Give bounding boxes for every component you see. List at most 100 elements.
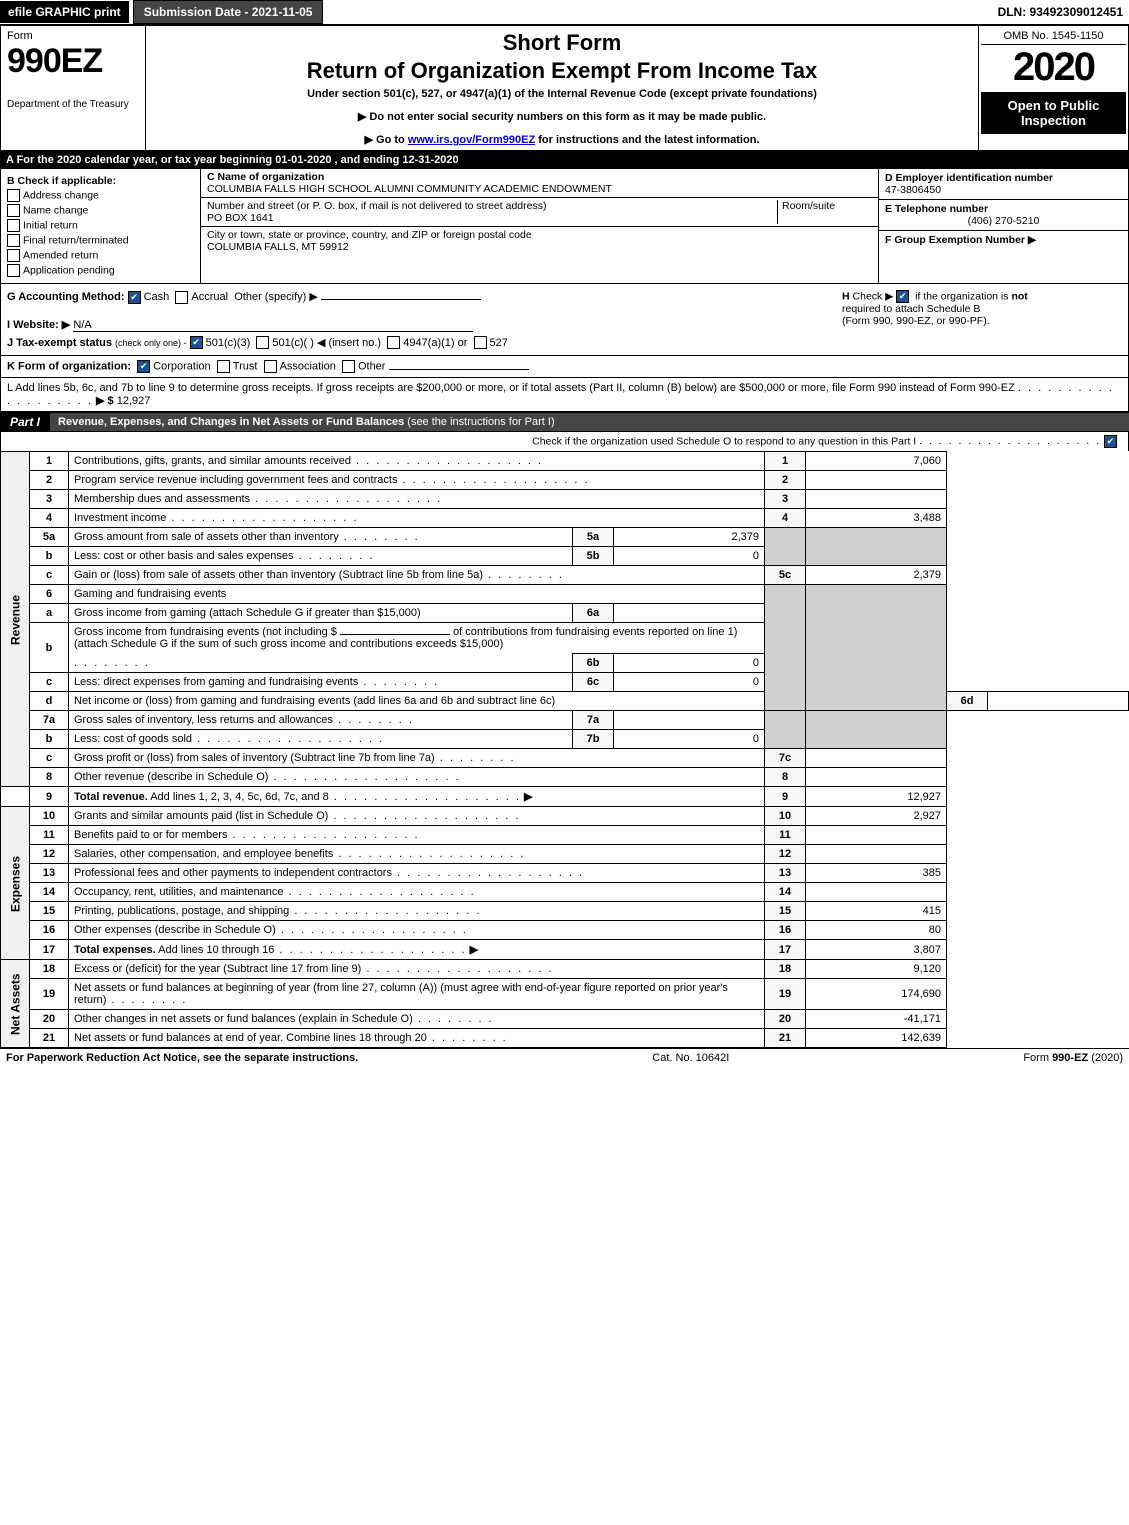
ln12-no: 12 bbox=[30, 845, 69, 864]
ln6b-pre: Gross income from fundraising events (no… bbox=[74, 626, 337, 638]
j-501c: 501(c)( ) ◀ (insert no.) bbox=[272, 337, 381, 349]
line-19: 19 Net assets or fund balances at beginn… bbox=[1, 979, 1129, 1010]
opt-application-pending: Application pending bbox=[23, 264, 115, 276]
ln9-val: 12,927 bbox=[806, 787, 947, 807]
ln5c-desc: Gain or (loss) from sale of assets other… bbox=[74, 569, 483, 581]
ln21-no: 21 bbox=[30, 1029, 69, 1048]
dots-icon bbox=[284, 886, 476, 898]
dots-icon bbox=[339, 531, 420, 543]
ln7b-desc: Less: cost of goods sold bbox=[74, 733, 192, 745]
ln4-col: 4 bbox=[765, 509, 806, 528]
g-other-line bbox=[321, 299, 481, 300]
checkbox-h[interactable]: ✔ bbox=[896, 290, 909, 303]
footer-right-post: (2020) bbox=[1088, 1052, 1123, 1064]
ln6a-subval bbox=[614, 604, 765, 623]
j-501c3: 501(c)(3) bbox=[206, 337, 251, 349]
submission-date-button[interactable]: Submission Date - 2021-11-05 bbox=[133, 0, 324, 24]
line-7c: c Gross profit or (loss) from sales of i… bbox=[1, 749, 1129, 768]
ln7a-desc: Gross sales of inventory, less returns a… bbox=[74, 714, 333, 726]
checkbox-other-org[interactable] bbox=[342, 360, 355, 373]
checkbox-initial-return[interactable] bbox=[7, 219, 20, 232]
ln17-no: 17 bbox=[30, 940, 69, 960]
dots-check bbox=[919, 435, 1101, 447]
ln19-col: 19 bbox=[765, 979, 806, 1010]
checkbox-accrual[interactable] bbox=[175, 291, 188, 304]
ln10-val: 2,927 bbox=[806, 807, 947, 826]
under-section-text: Under section 501(c), 527, or 4947(a)(1)… bbox=[154, 88, 970, 100]
ln18-desc: Excess or (deficit) for the year (Subtra… bbox=[74, 963, 361, 975]
ln20-col: 20 bbox=[765, 1010, 806, 1029]
city-label: City or town, state or province, country… bbox=[207, 229, 872, 241]
checkbox-address-change[interactable] bbox=[7, 189, 20, 202]
ln6a-no: a bbox=[30, 604, 69, 623]
section-bcdef: B Check if applicable: Address change Na… bbox=[0, 169, 1129, 284]
efile-print-button[interactable]: efile GRAPHIC print bbox=[0, 1, 129, 23]
shaded-7 bbox=[765, 711, 806, 749]
ln6-no: 6 bbox=[30, 585, 69, 604]
ln13-val: 385 bbox=[806, 864, 947, 883]
checkbox-501c[interactable] bbox=[256, 336, 269, 349]
ln5c-col: 5c bbox=[765, 566, 806, 585]
ln7c-col: 7c bbox=[765, 749, 806, 768]
ln5b-desc: Less: cost or other basis and sales expe… bbox=[74, 550, 294, 562]
irs-link[interactable]: www.irs.gov/Form990EZ bbox=[408, 134, 535, 146]
ln7a-sub: 7a bbox=[573, 711, 614, 730]
dots-icon bbox=[427, 1032, 508, 1044]
part1-header: Part I Revenue, Expenses, and Changes in… bbox=[0, 412, 1129, 432]
ln13-desc: Professional fees and other payments to … bbox=[74, 867, 392, 879]
ssn-notice: ▶ Do not enter social security numbers o… bbox=[154, 110, 970, 123]
checkbox-assoc[interactable] bbox=[264, 360, 277, 373]
ln2-val bbox=[806, 471, 947, 490]
ln7c-val bbox=[806, 749, 947, 768]
checkbox-application-pending[interactable] bbox=[7, 264, 20, 277]
dots-icon bbox=[74, 657, 150, 669]
line-21: 21 Net assets or fund balances at end of… bbox=[1, 1029, 1129, 1048]
dots-icon bbox=[192, 733, 384, 745]
row-l: L Add lines 5b, 6c, and 7b to line 9 to … bbox=[0, 378, 1129, 412]
opt-final-return: Final return/terminated bbox=[23, 234, 129, 246]
line-14: 14 Occupancy, rent, utilities, and maint… bbox=[1, 883, 1129, 902]
checkbox-trust[interactable] bbox=[217, 360, 230, 373]
ln6d-val bbox=[988, 692, 1129, 711]
footer-right-pre: Form bbox=[1023, 1052, 1052, 1064]
checkbox-4947[interactable] bbox=[387, 336, 400, 349]
dln-label: DLN: 93492309012451 bbox=[998, 5, 1129, 19]
ln1-val: 7,060 bbox=[806, 452, 947, 471]
dots-icon bbox=[413, 1013, 494, 1025]
dots-icon bbox=[361, 963, 553, 975]
ln5a-no: 5a bbox=[30, 528, 69, 547]
checkbox-501c3[interactable]: ✔ bbox=[190, 336, 203, 349]
checkbox-name-change[interactable] bbox=[7, 204, 20, 217]
checkbox-527[interactable] bbox=[474, 336, 487, 349]
city-value: COLUMBIA FALLS, MT 59912 bbox=[207, 241, 872, 253]
omb-number: OMB No. 1545-1150 bbox=[981, 28, 1126, 45]
ln4-no: 4 bbox=[30, 509, 69, 528]
j-label: J Tax-exempt status bbox=[7, 337, 112, 349]
ln2-no: 2 bbox=[30, 471, 69, 490]
ln5a-desc: Gross amount from sale of assets other t… bbox=[74, 531, 339, 543]
ln14-no: 14 bbox=[30, 883, 69, 902]
ln6c-desc: Less: direct expenses from gaming and fu… bbox=[74, 676, 358, 688]
open-public-badge: Open to Public Inspection bbox=[981, 92, 1126, 134]
ln10-col: 10 bbox=[765, 807, 806, 826]
ln5a-sub: 5a bbox=[573, 528, 614, 547]
checkbox-final-return[interactable] bbox=[7, 234, 20, 247]
h-label: H bbox=[842, 290, 850, 302]
section-h: H Check ▶ ✔ if the organization is not r… bbox=[842, 290, 1122, 327]
checkbox-amended-return[interactable] bbox=[7, 249, 20, 262]
department-label: Department of the Treasury bbox=[7, 99, 139, 110]
checkbox-schedule-o[interactable]: ✔ bbox=[1104, 435, 1117, 448]
top-bar: efile GRAPHIC print Submission Date - 20… bbox=[0, 0, 1129, 25]
goto-post: for instructions and the latest informat… bbox=[535, 134, 759, 146]
org-name: COLUMBIA FALLS HIGH SCHOOL ALUMNI COMMUN… bbox=[207, 183, 872, 195]
ln5c-val: 2,379 bbox=[806, 566, 947, 585]
line-5b: b Less: cost or other basis and sales ex… bbox=[1, 547, 1129, 566]
h-text2: if the organization is bbox=[915, 290, 1008, 302]
checkbox-corp[interactable]: ✔ bbox=[137, 360, 150, 373]
shaded-6v bbox=[806, 585, 947, 711]
rev-end bbox=[1, 787, 30, 807]
k-label: K Form of organization: bbox=[7, 361, 131, 373]
l-text: L Add lines 5b, 6c, and 7b to line 9 to … bbox=[7, 382, 1015, 394]
ln8-desc: Other revenue (describe in Schedule O) bbox=[74, 771, 268, 783]
checkbox-cash[interactable]: ✔ bbox=[128, 291, 141, 304]
